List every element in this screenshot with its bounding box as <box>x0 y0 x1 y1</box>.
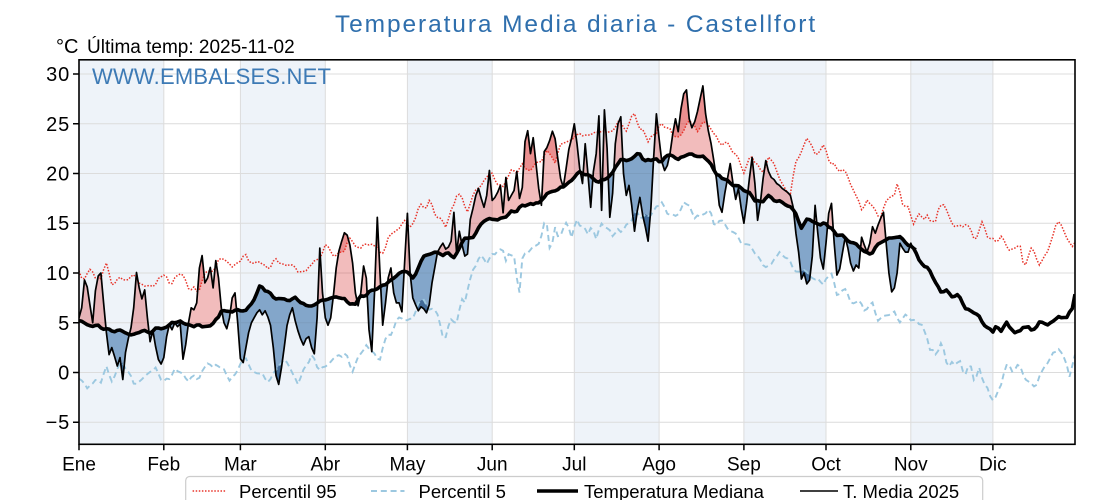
svg-text:Mar: Mar <box>224 455 257 476</box>
svg-text:Jul: Jul <box>562 455 586 476</box>
svg-text:15: 15 <box>46 213 70 235</box>
svg-text:Percentil 5: Percentil 5 <box>419 481 506 500</box>
svg-text:Oct: Oct <box>811 455 841 476</box>
svg-text:Última temp: 2025-11-02: Última temp: 2025-11-02 <box>87 36 295 58</box>
svg-text:Ene: Ene <box>62 455 96 476</box>
svg-text:Abr: Abr <box>311 455 341 476</box>
svg-text:−5: −5 <box>46 412 70 434</box>
svg-text:30: 30 <box>46 64 70 86</box>
svg-text:°C: °C <box>56 36 78 58</box>
svg-text:Percentil 95: Percentil 95 <box>239 481 337 500</box>
svg-text:Dic: Dic <box>979 455 1006 476</box>
svg-text:0: 0 <box>58 363 70 385</box>
svg-text:T. Media 2025: T. Media 2025 <box>843 481 959 500</box>
svg-text:Ago: Ago <box>642 455 676 476</box>
svg-text:20: 20 <box>46 164 70 186</box>
svg-text:Sep: Sep <box>727 455 761 476</box>
svg-text:May: May <box>389 455 425 476</box>
svg-text:25: 25 <box>46 114 70 136</box>
svg-text:5: 5 <box>58 313 70 335</box>
svg-text:Temperatura Mediana: Temperatura Mediana <box>584 481 765 500</box>
svg-text:WWW.EMBALSES.NET: WWW.EMBALSES.NET <box>92 64 331 89</box>
svg-text:Temperatura Media diaria - Cas: Temperatura Media diaria - Castellfort <box>335 11 817 38</box>
svg-text:10: 10 <box>46 263 70 285</box>
svg-text:Nov: Nov <box>894 455 928 476</box>
svg-text:Jun: Jun <box>477 455 508 476</box>
svg-text:Feb: Feb <box>147 455 180 476</box>
